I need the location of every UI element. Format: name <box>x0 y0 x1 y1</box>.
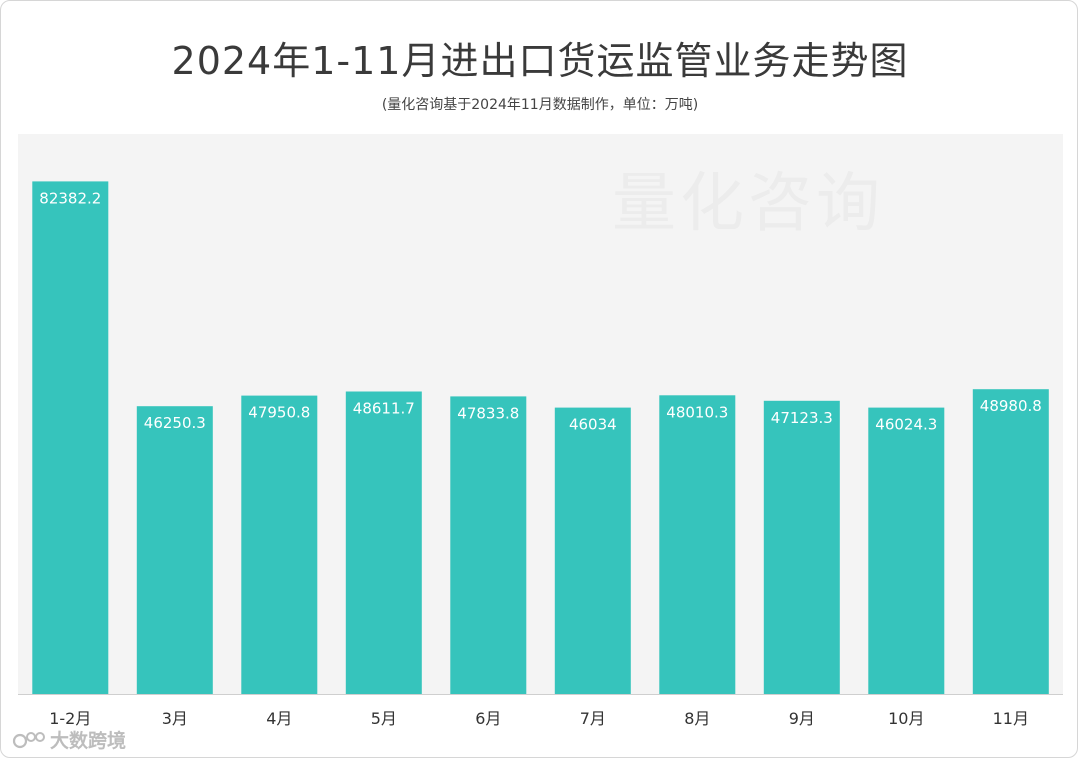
bar <box>32 181 109 694</box>
x-tick-label: 6月 <box>475 709 501 728</box>
brand-logo: 大数跨境 <box>12 726 126 753</box>
bar-value-label: 47123.3 <box>771 409 833 427</box>
bar-value-label: 46250.3 <box>144 414 206 432</box>
chart-title: 2024年1-11月进出口货运监管业务走势图 <box>171 39 909 83</box>
chart-subtitle: (量化咨询基于2024年11月数据制作，单位：万吨) <box>381 97 699 113</box>
bar <box>136 406 213 694</box>
x-tick-label: 11月 <box>993 709 1029 728</box>
bar <box>554 407 631 694</box>
bar <box>972 389 1049 694</box>
bar <box>659 395 736 694</box>
x-tick-label: 4月 <box>266 709 292 728</box>
bar-value-label: 48980.8 <box>980 397 1042 415</box>
brand-logo-icon <box>12 731 45 748</box>
x-tick-label: 10月 <box>888 709 924 728</box>
bar-value-label: 47950.8 <box>248 404 310 422</box>
bar-value-label: 46034 <box>569 416 617 434</box>
brand-logo-text: 大数跨境 <box>50 730 127 752</box>
bar-value-label: 48611.7 <box>353 400 415 418</box>
x-tick-label: 8月 <box>684 709 710 728</box>
x-tick-label: 7月 <box>580 709 606 728</box>
bar <box>763 400 840 694</box>
bar <box>241 395 318 694</box>
bar-value-label: 46024.3 <box>875 416 937 434</box>
bar <box>345 391 422 694</box>
x-tick-label: 5月 <box>371 709 397 728</box>
x-tick-label: 3月 <box>162 709 188 728</box>
x-tick-label: 1-2月 <box>49 709 91 728</box>
x-tick-label: 9月 <box>789 709 815 728</box>
bar <box>868 407 945 694</box>
bar-value-label: 82382.2 <box>39 189 101 207</box>
bar-value-label: 48010.3 <box>666 403 728 421</box>
bar <box>450 396 527 694</box>
watermark: 量化咨询 <box>612 167 884 241</box>
bar-value-label: 47833.8 <box>457 404 519 422</box>
